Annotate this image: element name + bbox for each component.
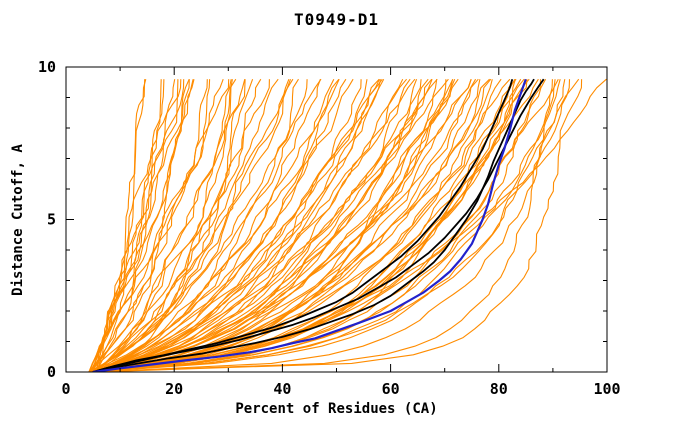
model-curve-orange [96,79,472,372]
model-curve-orange [90,78,559,372]
model-curve-orange [96,79,162,372]
model-curve-orange [94,79,566,372]
model-curve-orange [95,78,433,372]
model-curve-orange [95,79,528,372]
model-curve-orange [93,79,542,372]
curves-group [88,78,607,372]
model-curve-orange [89,79,454,372]
model-curve-orange [95,78,383,372]
model-curve-orange [92,78,354,372]
model-curve-orange [94,78,459,372]
model-curve-orange [94,78,322,372]
model-curve-orange [96,78,279,372]
model-curve-orange [88,79,481,372]
model-curve-orange [91,79,270,372]
y-tick-label: 5 [47,211,56,229]
model-curve-orange [94,78,479,372]
model-curve-orange [94,79,381,372]
x-tick-label: 100 [593,380,620,398]
model-curve-orange [96,78,385,372]
y-tick-label: 0 [47,363,56,381]
model-curve-orange [88,79,308,372]
model-curve-orange [88,78,380,372]
model-curve-orange [94,78,404,372]
model-curve-orange [94,79,583,372]
model-curve-orange [88,79,224,372]
model-curve-orange [95,79,233,372]
model-curve-orange [94,79,254,372]
model-curve-orange [92,78,416,372]
model-curve-orange [95,78,607,372]
model-curve-orange [93,78,335,372]
model-curve-orange [94,79,232,372]
model-curve-orange [91,79,553,372]
model-curve-orange [89,78,408,372]
model-curve-orange [95,78,190,372]
model-curve-orange [96,78,347,372]
model-curve-orange [88,79,195,372]
model-curve-orange [92,79,246,372]
x-tick-label: 20 [165,380,183,398]
model-curve-orange [90,79,418,372]
model-curve-orange [91,78,294,372]
model-curve-orange [92,79,368,372]
model-curve-orange [94,78,490,372]
model-curve-orange [90,79,472,372]
model-curve-black [92,78,514,372]
model-curve-orange [92,78,438,372]
y-tick-label: 10 [38,58,56,76]
model-curve-orange [93,79,556,372]
model-curve-blue [92,78,527,372]
model-curve-orange [96,79,146,372]
model-curve-black [92,78,535,372]
model-curve-orange [96,79,571,372]
model-curve-orange [93,79,147,372]
chart-title: T0949-D1 [293,10,380,29]
model-curve-orange [93,78,516,372]
model-curve-orange [97,78,525,372]
x-tick-label: 60 [382,380,400,398]
x-tick-label: 40 [273,380,291,398]
model-curve-orange [94,79,176,372]
model-curve-orange [89,79,190,372]
x-axis-label: Percent of Residues (CA) [235,401,438,417]
model-curve-orange [89,78,290,372]
model-curve-orange [88,79,208,372]
model-curve-orange [92,78,580,372]
model-curve-orange [92,78,433,372]
model-curve-orange [95,78,511,372]
model-curve-orange [88,79,185,372]
model-curve-orange [91,79,211,372]
x-tick-label: 0 [61,380,70,398]
model-curve-orange [89,78,340,372]
x-tick-label: 80 [490,380,508,398]
